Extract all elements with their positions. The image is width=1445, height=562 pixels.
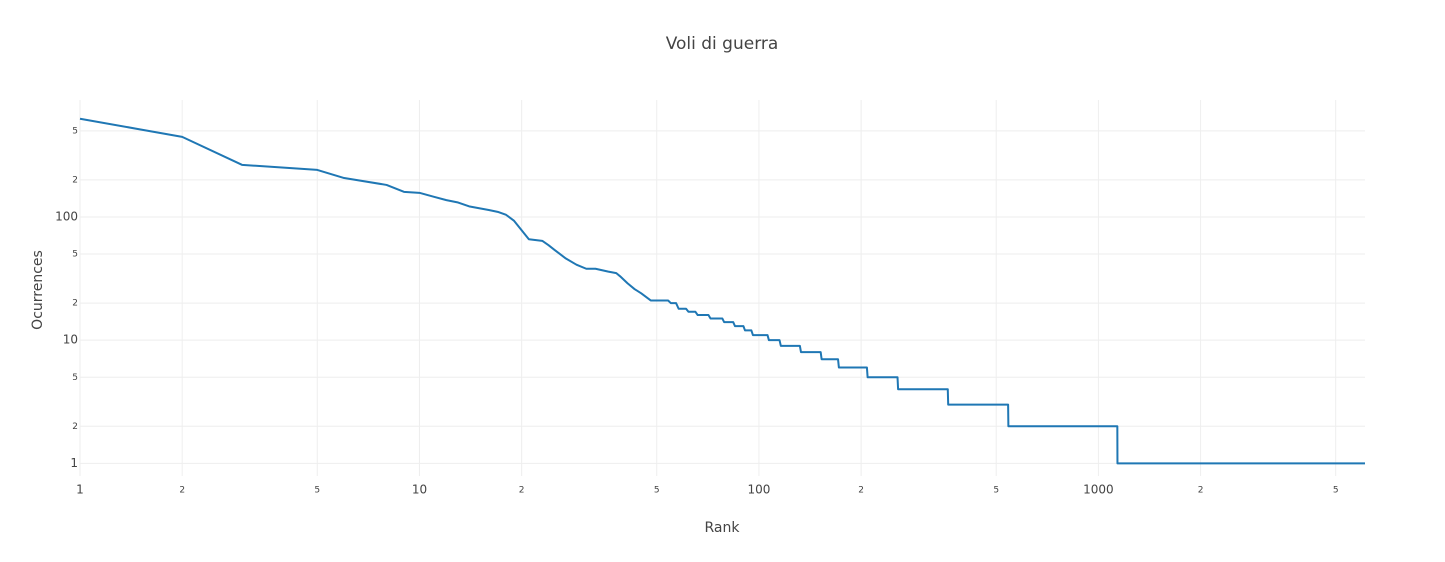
x-tick-label: 2 [519, 486, 525, 496]
y-tick-label: 2 [72, 175, 78, 185]
y-tick-label: 1 [70, 456, 78, 470]
x-tick-label: 2 [1198, 486, 1204, 496]
x-tick-label: 1000 [1083, 483, 1114, 497]
x-tick-label: 100 [747, 483, 770, 497]
x-tick-label: 1 [76, 483, 84, 497]
y-tick-label: 5 [72, 126, 78, 136]
data-line [79, 117, 1365, 465]
x-axis-title: Rank [705, 520, 741, 536]
x-tick-label: 5 [993, 486, 999, 496]
x-tick-label: 2 [858, 486, 864, 496]
x-tick-label: 5 [654, 486, 660, 496]
y-tick-label: 2 [72, 422, 78, 432]
y-tick-label: 5 [72, 250, 78, 260]
y-tick-label: 2 [72, 299, 78, 309]
y-tick-label: 10 [63, 333, 78, 347]
chart-title: Voli di guerra [666, 34, 779, 54]
y-tick-label: 5 [72, 373, 78, 383]
x-tick-label: 10 [412, 483, 427, 497]
x-tick-label: 2 [179, 486, 185, 496]
y-tick-label: 100 [55, 209, 78, 223]
x-tick-label: 5 [314, 486, 320, 496]
x-tick-label: 5 [1333, 486, 1339, 496]
y-axis-title: Ocurrences [30, 250, 46, 330]
